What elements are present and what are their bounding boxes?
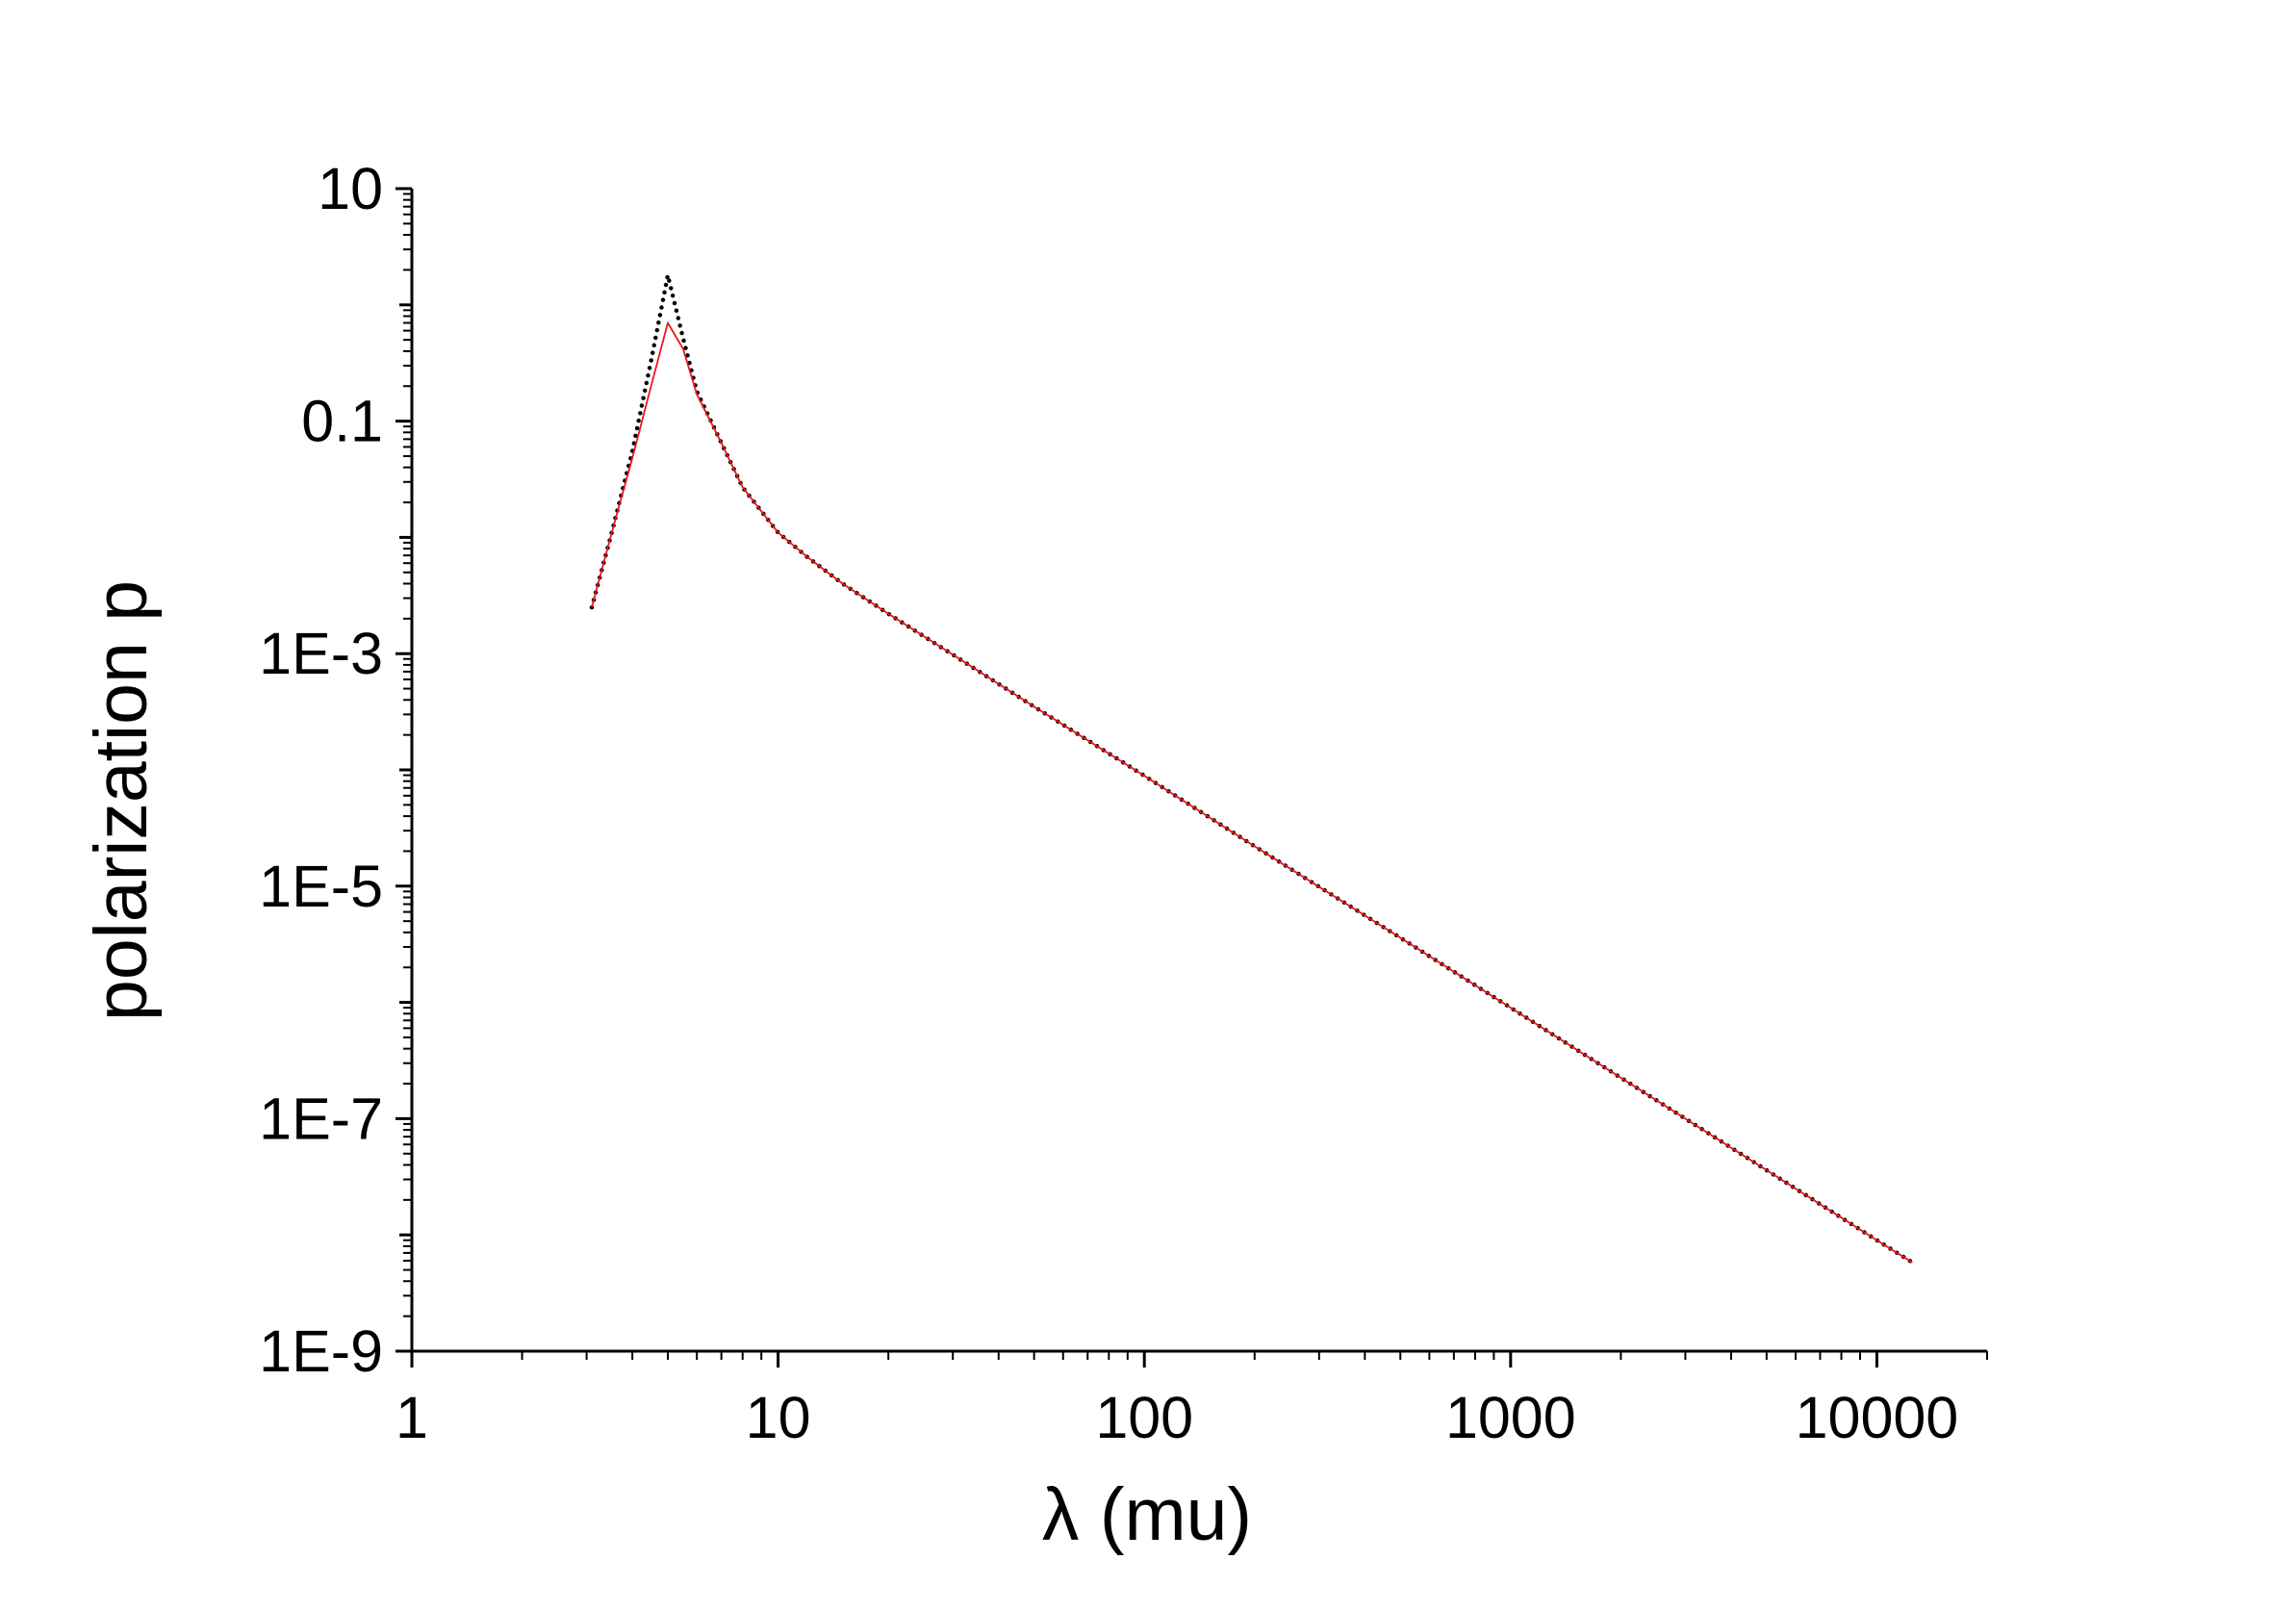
x-tick-label: 100 [1095, 1385, 1193, 1450]
y-tick-label: 1E-5 [259, 854, 383, 919]
x-axis-title: λ (mu) [1042, 1473, 1252, 1556]
y-tick-label: 10 [318, 156, 383, 221]
y-tick-label: 1E-9 [259, 1318, 383, 1384]
x-tick-label: 10 [746, 1385, 811, 1450]
y-tick-label: 1E-3 [259, 621, 383, 686]
y-tick-label: 1E-7 [259, 1086, 383, 1151]
series-solid-line [591, 321, 1913, 1264]
tick-labels: 1 10 100 1000 10000 10 0.1 1E-3 1E-5 1E-7 1E-9 [259, 156, 1958, 1450]
series-dotted-line [589, 272, 1915, 1266]
x-tick-label: 1 [395, 1385, 428, 1450]
plot-lines [589, 272, 1915, 1266]
axes [395, 187, 1988, 1368]
y-axis-title: polarization p [80, 580, 163, 1021]
y-tick-label: 0.1 [301, 389, 383, 454]
x-tick-label: 1000 [1445, 1385, 1576, 1450]
x-tick-label: 10000 [1796, 1385, 1959, 1450]
